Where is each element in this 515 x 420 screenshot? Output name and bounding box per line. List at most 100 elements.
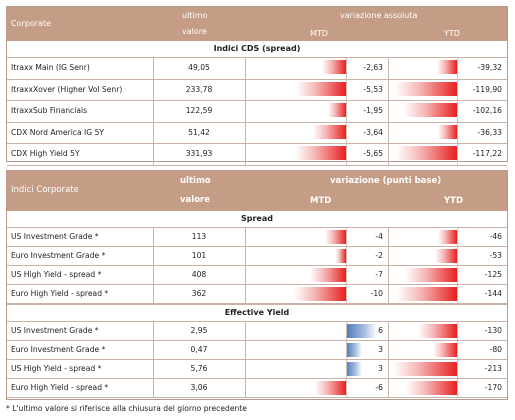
ytd-cell: -46 bbox=[388, 228, 508, 246]
ytd-value: -144 bbox=[484, 289, 502, 298]
row-value: 331,93 bbox=[185, 149, 213, 159]
column-divider bbox=[153, 101, 154, 122]
mtd-value: 3 bbox=[378, 364, 383, 373]
column-divider bbox=[153, 266, 154, 284]
row-name: Euro Investment Grade * bbox=[11, 251, 106, 260]
ytd-cell: -117,22 bbox=[388, 144, 508, 165]
zero-axis bbox=[457, 266, 458, 284]
mtd-value: -5,65 bbox=[363, 149, 383, 159]
column-divider bbox=[153, 247, 154, 265]
zero-axis bbox=[346, 58, 347, 79]
table-row: US Investment Grade * 113 -4 -46 bbox=[7, 228, 507, 247]
mtd-value: -10 bbox=[370, 289, 383, 298]
ytd-cell: -39,32 bbox=[388, 58, 508, 79]
row-value: 113 bbox=[191, 232, 207, 241]
mtd-value: -2,63 bbox=[363, 63, 383, 72]
column-divider bbox=[153, 122, 154, 144]
zero-axis bbox=[457, 228, 458, 246]
mtd-value: -2 bbox=[375, 251, 383, 260]
negative-bar bbox=[328, 103, 346, 118]
header-label: Indici Corporate bbox=[11, 185, 79, 195]
zero-axis bbox=[457, 360, 458, 378]
mtd-value: -3,64 bbox=[363, 127, 383, 137]
mtd-cell: -10 bbox=[245, 285, 389, 303]
negative-bar bbox=[295, 146, 346, 161]
negative-bar bbox=[394, 81, 457, 96]
row-name: CDX High Yield 5Y bbox=[11, 149, 80, 159]
column-divider bbox=[153, 379, 154, 397]
zero-axis bbox=[346, 122, 347, 144]
table-row: US Investment Grade * 2,95 6 -130 bbox=[7, 322, 507, 341]
row-name: ItraxxXover (Higher Vol Senr) bbox=[11, 84, 123, 94]
corporate-table: Indici Corporate ultimo valore variazion… bbox=[6, 170, 508, 400]
mtd-value: -7 bbox=[375, 270, 383, 279]
table-row: CDX Nord America IG 5Y 51,42 -3,64 -36,33 bbox=[7, 122, 508, 145]
ytd-value: -119,90 bbox=[472, 84, 502, 94]
ytd-cell: -102,16 bbox=[388, 101, 508, 122]
table-row: Euro High Yield - spread * 3,06 -6 -170 bbox=[7, 379, 507, 398]
column-divider bbox=[153, 341, 154, 359]
header-ytd: YTD bbox=[444, 29, 460, 38]
ytd-cell: -119,90 bbox=[388, 79, 508, 101]
mtd-cell: -4 bbox=[245, 228, 389, 246]
ytd-value: -46 bbox=[489, 232, 502, 241]
zero-axis bbox=[346, 360, 347, 378]
zero-axis bbox=[346, 228, 347, 246]
positive-bar bbox=[346, 343, 362, 357]
zero-axis bbox=[346, 79, 347, 101]
zero-axis bbox=[457, 247, 458, 265]
negative-bar bbox=[436, 60, 457, 74]
zero-axis bbox=[457, 341, 458, 359]
zero-axis bbox=[346, 266, 347, 284]
negative-bar bbox=[418, 324, 457, 338]
negative-bar bbox=[335, 249, 346, 263]
spread-rows: US Investment Grade * 113 -4 -46 Euro Invest… bbox=[7, 228, 507, 304]
row-value: 51,42 bbox=[188, 127, 210, 137]
table-row: US High Yield - spread * 5,76 3 -213 bbox=[7, 360, 507, 379]
ytd-cell: -213 bbox=[388, 360, 508, 378]
ytd-value: -36,33 bbox=[477, 127, 502, 137]
zero-axis bbox=[457, 79, 458, 101]
header-valore: valore bbox=[180, 195, 210, 205]
header-mtd: MTD bbox=[310, 196, 332, 206]
row-value: 101 bbox=[191, 251, 207, 260]
cds-table-header: Corporate ultimo valore variazione assol… bbox=[7, 7, 507, 41]
ytd-value: -170 bbox=[484, 383, 502, 392]
zero-axis bbox=[346, 285, 347, 303]
ytd-value: -80 bbox=[489, 345, 502, 354]
table-row: Itraxx Main (IG Senr) 49,05 -2,63 -39,32 bbox=[7, 58, 507, 80]
ytd-cell: -125 bbox=[388, 266, 508, 284]
table-row: Euro High Yield - spread * 362 -10 -144 bbox=[7, 285, 507, 304]
zero-axis bbox=[457, 144, 458, 165]
zero-axis bbox=[457, 285, 458, 303]
table-row: Euro Investment Grade * 0,47 3 -80 bbox=[7, 341, 507, 360]
ytd-value: -102,16 bbox=[472, 106, 502, 116]
ytd-cell: -80 bbox=[388, 341, 508, 359]
header-ytd: YTD bbox=[444, 196, 464, 206]
ytd-value: -130 bbox=[484, 326, 502, 335]
mtd-cell: 3 bbox=[245, 341, 389, 359]
header-ultimo: ultimo bbox=[182, 11, 208, 20]
row-name: US High Yield - spread * bbox=[11, 364, 102, 373]
header-variazione: variazione (punti base) bbox=[330, 176, 442, 186]
row-value: 2,95 bbox=[190, 326, 208, 335]
zero-axis bbox=[457, 379, 458, 397]
row-value: 362 bbox=[191, 289, 207, 298]
zero-axis bbox=[346, 379, 347, 397]
table-row: US High Yield - spread * 408 -7 -125 bbox=[7, 266, 507, 285]
ytd-value: -213 bbox=[484, 364, 502, 373]
row-name: Euro High Yield - spread * bbox=[11, 289, 109, 298]
mtd-cell: -5,53 bbox=[245, 79, 389, 101]
yield-rows: US Investment Grade * 2,95 6 -130 Euro Inves… bbox=[7, 322, 507, 398]
corporate-table-header: Indici Corporate ultimo valore variazion… bbox=[7, 171, 507, 211]
mtd-value: 6 bbox=[378, 326, 383, 335]
negative-bar bbox=[393, 362, 457, 376]
ytd-value: -39,32 bbox=[477, 63, 502, 72]
table-row: ItraxxXover (Higher Vol Senr) 233,78 -5,53… bbox=[7, 79, 508, 102]
ytd-cell: -144 bbox=[388, 285, 508, 303]
table-row: Euro Investment Grade * 101 -2 -53 bbox=[7, 247, 507, 266]
mtd-cell: -1,95 bbox=[245, 101, 389, 122]
negative-bar bbox=[309, 268, 346, 282]
positive-bar bbox=[346, 362, 362, 376]
ytd-cell: -36,33 bbox=[388, 122, 508, 144]
